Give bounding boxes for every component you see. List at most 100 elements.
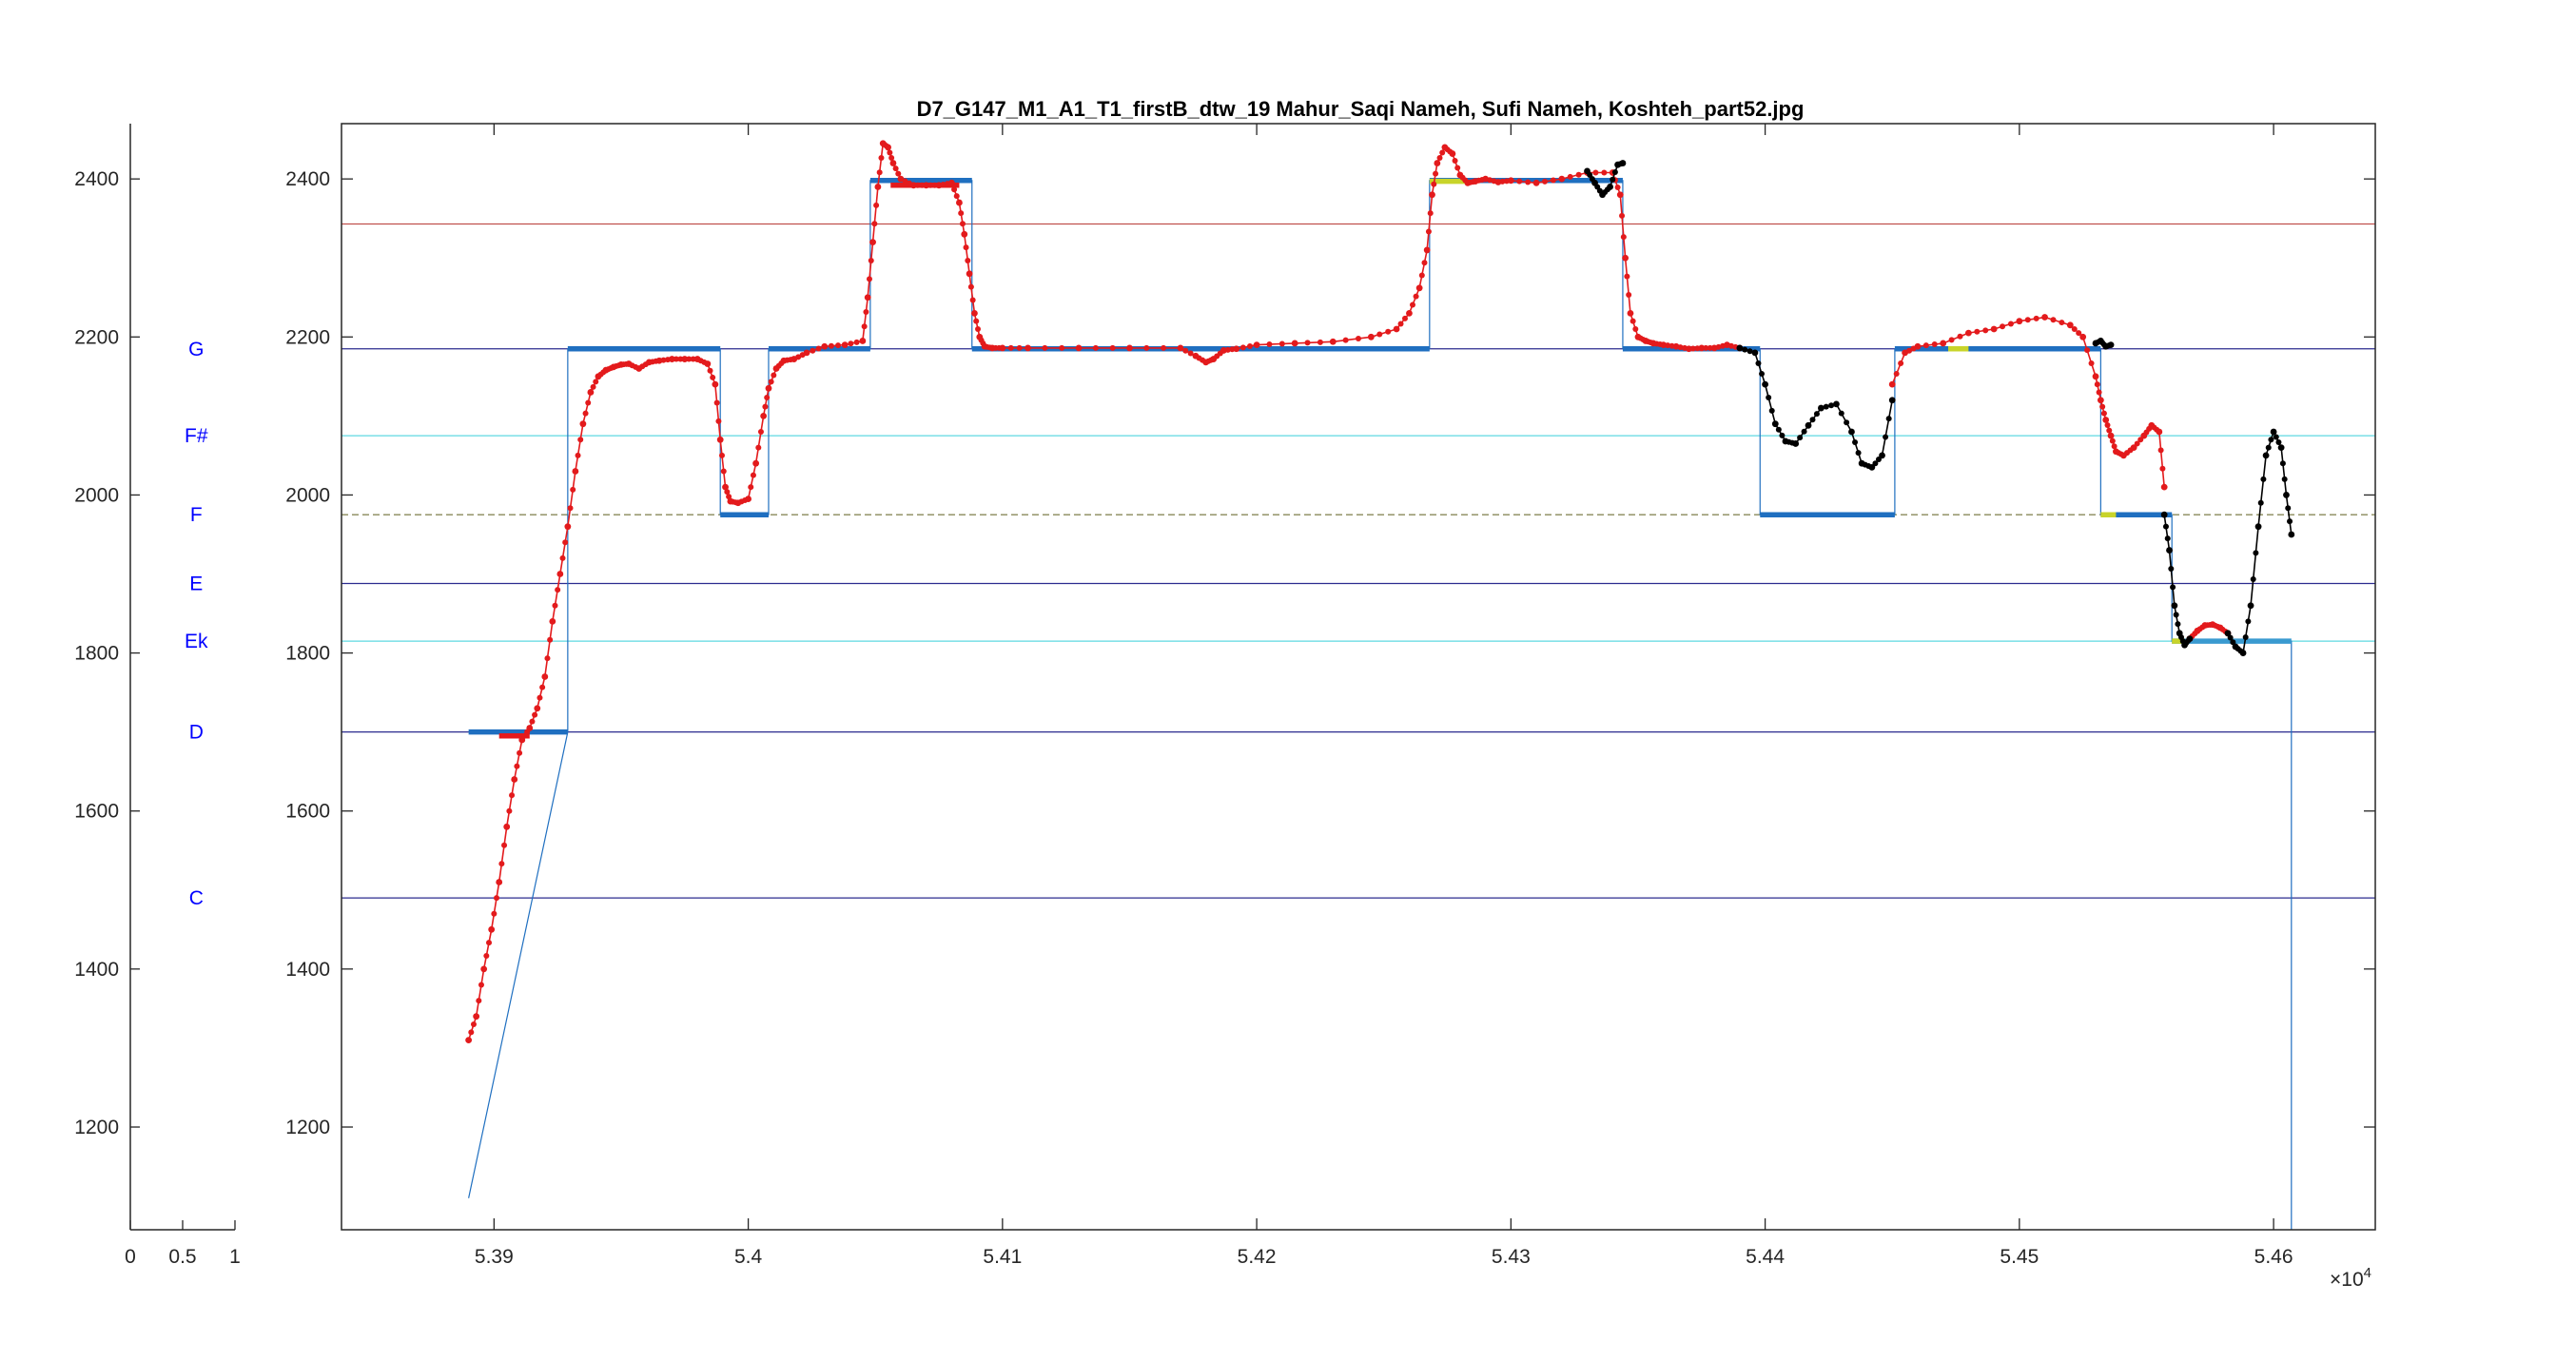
- series-0-point: [1418, 272, 1425, 279]
- series-4-point: [1755, 360, 1762, 366]
- series-4-point: [1848, 428, 1855, 436]
- series-0-point: [1182, 347, 1189, 354]
- series-0-point: [1224, 346, 1231, 353]
- series-1-point: [1914, 342, 1922, 350]
- series-0-point: [555, 587, 561, 593]
- series-0-point: [564, 523, 572, 531]
- series-0-point: [878, 154, 885, 161]
- series-4-point: [1855, 450, 1862, 457]
- series-0-point: [1499, 178, 1506, 185]
- series-0-point: [720, 468, 727, 475]
- series-6-point: [2171, 602, 2178, 610]
- series-0-point: [1541, 178, 1548, 185]
- series-0-point: [549, 617, 556, 625]
- series-4-point: [1736, 344, 1744, 352]
- series-0-point: [771, 372, 777, 379]
- series-0-point: [1304, 340, 1311, 346]
- series-0-point: [873, 202, 880, 208]
- note-label: Ek: [185, 631, 208, 652]
- series-0-point: [1317, 339, 1323, 345]
- series-0-point: [745, 496, 751, 502]
- series-7-point: [2242, 633, 2249, 640]
- pitch-series: [465, 140, 2295, 1044]
- series-7-point: [2230, 639, 2236, 646]
- x-tick-label: 5.41: [983, 1246, 1022, 1268]
- x-exponent-label: ×104: [2330, 1265, 2371, 1291]
- series-0-point: [1161, 344, 1167, 351]
- series-0-point: [803, 349, 810, 357]
- series-1-point: [2007, 321, 2014, 327]
- note-y-tick-label: 1800: [74, 643, 119, 665]
- series-6-point: [2168, 565, 2175, 572]
- series-0-point: [707, 367, 713, 374]
- series-0-point: [541, 673, 549, 680]
- series-0-point: [483, 953, 490, 960]
- series-4-point: [1801, 428, 1807, 435]
- series-0-point: [547, 636, 554, 643]
- series-1-point: [1990, 325, 1998, 333]
- series-1-point: [1974, 328, 1981, 335]
- series-1-point: [1888, 380, 1896, 388]
- series-0-point: [529, 718, 536, 725]
- series-1-point: [2088, 360, 2095, 366]
- series-0-point: [853, 339, 860, 345]
- series-0-point: [1550, 177, 1556, 184]
- note-label: F: [190, 504, 203, 526]
- series-0-point: [491, 910, 498, 917]
- series-4-point: [1805, 421, 1812, 429]
- series-0-point: [587, 389, 595, 396]
- series-4: [1736, 344, 1896, 471]
- series-0-point: [686, 356, 693, 362]
- y-tick-label: 1600: [285, 801, 330, 823]
- series-0-point: [1415, 284, 1423, 292]
- series-0-point: [1677, 344, 1684, 351]
- series-0-point: [1367, 333, 1375, 340]
- series-0-point: [1698, 344, 1706, 352]
- series-0-point: [1429, 191, 1435, 199]
- series-0-point: [544, 655, 551, 662]
- series-1-point: [1948, 337, 1955, 343]
- series-0-point: [923, 182, 930, 189]
- series-0-point: [874, 184, 882, 190]
- y-tick-label: 1200: [285, 1117, 330, 1138]
- series-0-point: [999, 344, 1006, 352]
- chart-title: D7_G147_M1_A1_T1_firstB_dtw_19 Mahur_Saq…: [917, 97, 1805, 121]
- series-7-point: [2245, 618, 2252, 625]
- series-4-point: [1833, 400, 1840, 408]
- series-0-point: [1393, 325, 1400, 333]
- series-0-point: [1686, 345, 1692, 353]
- series-0-point: [940, 181, 946, 187]
- series-4-point: [1844, 419, 1850, 426]
- series-0-point: [559, 554, 566, 561]
- series-4-point: [1759, 371, 1766, 378]
- series-0-point: [1410, 301, 1416, 308]
- series-0-point: [1187, 350, 1194, 357]
- series-7: [2224, 428, 2295, 656]
- series-1-point: [2000, 323, 2006, 330]
- series-7-point: [2275, 439, 2282, 446]
- series-0-point: [575, 452, 581, 458]
- series-0-point: [1525, 179, 1532, 185]
- series-1-point: [2106, 427, 2113, 434]
- series-0-point: [1632, 325, 1639, 332]
- series-0-point: [1434, 160, 1441, 166]
- series-0-point: [876, 169, 883, 176]
- y-tick-label: 2400: [285, 168, 330, 190]
- series-0-point: [1397, 321, 1404, 327]
- series-0-point: [828, 342, 834, 349]
- series-4-point: [1792, 440, 1800, 447]
- series-0-point: [1342, 337, 1349, 343]
- series-3: [1584, 160, 1627, 199]
- series-0-point: [1630, 318, 1636, 324]
- series-0-point: [590, 383, 596, 390]
- series-4-point: [1747, 348, 1753, 355]
- series-4-point: [1775, 426, 1782, 433]
- series-1-point: [2160, 483, 2168, 491]
- series-4-point: [1868, 463, 1876, 471]
- series-1-point: [2097, 397, 2104, 404]
- series-1-point: [2066, 321, 2074, 329]
- series-1-point: [2094, 381, 2100, 388]
- series-4-point: [1809, 417, 1816, 423]
